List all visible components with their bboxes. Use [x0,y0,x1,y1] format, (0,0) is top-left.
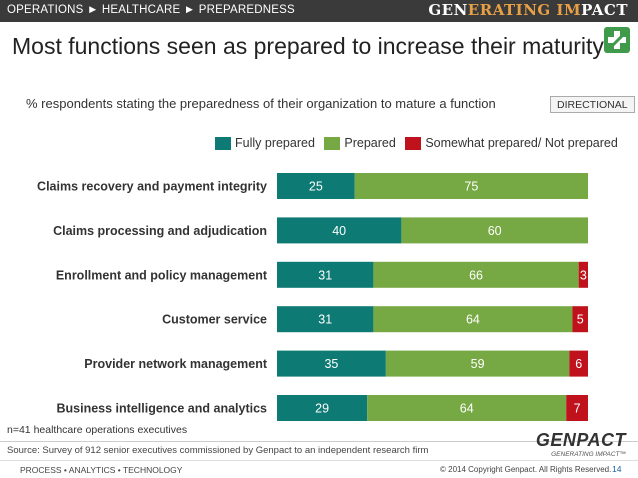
bar-segment [277,306,374,333]
bar-segment [373,306,573,333]
data-label: 3 [580,268,587,282]
data-label: 40 [332,224,346,238]
directional-badge: DIRECTIONAL [550,96,635,113]
bar-segment [277,261,374,288]
footer-bar: PROCESS • ANALYTICS • TECHNOLOGY © 2014 … [0,460,638,478]
legend-swatch-prepared [324,136,341,150]
genpact-logo: GENPACT GENERATING IMPACT™ [535,430,626,458]
legend-label: Fully prepared [235,136,315,150]
bar-segment [566,395,588,421]
category-label: Customer service [162,313,267,327]
bar-segment [373,261,579,288]
data-label: 35 [324,357,338,371]
bar-segment [385,350,570,377]
data-label: 66 [469,268,483,282]
footer-tagline: PROCESS • ANALYTICS • TECHNOLOGY [20,465,183,475]
page-title: Most functions seen as prepared to incre… [12,33,604,59]
bar-segment [354,173,588,199]
bar-segment [578,261,588,288]
category-label: Provider network management [84,357,268,371]
sample-note: n=41 healthcare operations executives [7,424,188,436]
page-number: 14 [612,464,622,474]
legend-swatch-fully-prepared [215,136,231,150]
data-label: 5 [577,313,584,327]
bar-segment [277,350,386,377]
data-label: 25 [309,180,323,194]
legend-label: Prepared [344,136,396,150]
legend-item-not-prepared: Somewhat prepared/ Not prepared [405,136,618,150]
legend-item-fully-prepared: Fully prepared [215,136,315,150]
bar-segment [277,395,368,421]
data-label: 31 [318,268,332,282]
data-label: 31 [318,313,332,327]
brand-logo: GENERATING IMPACT [428,1,628,19]
legend-swatch-not-prepared [405,136,422,150]
bar-segment [367,395,567,421]
chart-legend: Fully prepared Prepared Somewhat prepare… [215,136,624,152]
bar-segment [572,306,588,333]
data-label: 59 [471,357,485,371]
data-label: 64 [460,402,474,416]
divider [0,441,638,442]
category-label: Business intelligence and analytics [57,402,268,416]
bar-segment [401,217,588,244]
source-note: Source: Survey of 912 senior executives … [7,445,429,456]
healthcare-icon [604,27,630,53]
breadcrumb: OPERATIONS ► HEALTHCARE ► PREPAREDNESS [7,4,295,16]
legend-item-prepared: Prepared [324,136,396,150]
chart-subtitle: % respondents stating the preparedness o… [26,96,496,111]
legend-label: Somewhat prepared/ Not prepared [425,136,618,150]
top-bar: OPERATIONS ► HEALTHCARE ► PREPAREDNESS G… [0,0,638,22]
data-label: 75 [464,180,478,194]
bar-segment [277,173,355,199]
stacked-bar-chart: Claims recovery and payment integrity 25 7… [37,173,588,421]
data-label: 64 [466,313,480,327]
copyright: © 2014 Copyright Genpact. All Rights Res… [440,465,612,474]
data-label: 6 [575,357,582,371]
data-label: 7 [574,402,581,416]
data-label: 60 [488,224,502,238]
data-label: 29 [315,402,329,416]
bar-segment [277,217,402,244]
category-label: Enrollment and policy management [56,268,268,282]
category-label: Claims processing and adjudication [53,224,267,238]
category-label: Claims recovery and payment integrity [37,180,267,194]
bar-segment [569,350,588,377]
